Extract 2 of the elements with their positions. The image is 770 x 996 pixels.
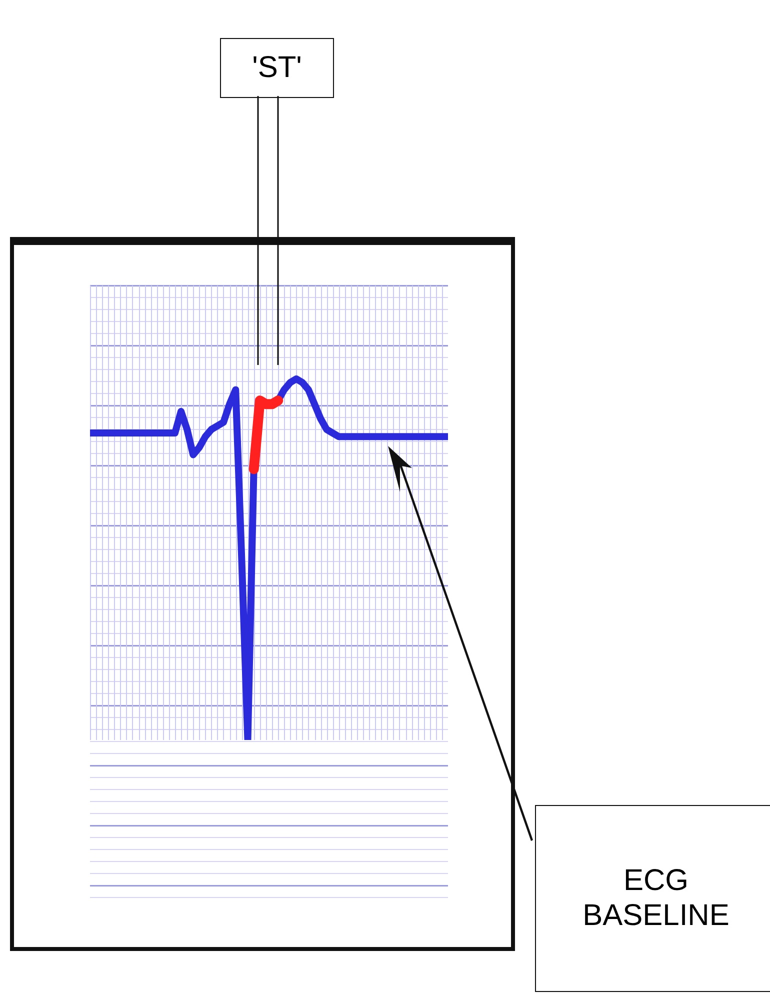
text: ECG BASELINE xyxy=(582,864,730,933)
text: 'ST' xyxy=(252,50,302,86)
